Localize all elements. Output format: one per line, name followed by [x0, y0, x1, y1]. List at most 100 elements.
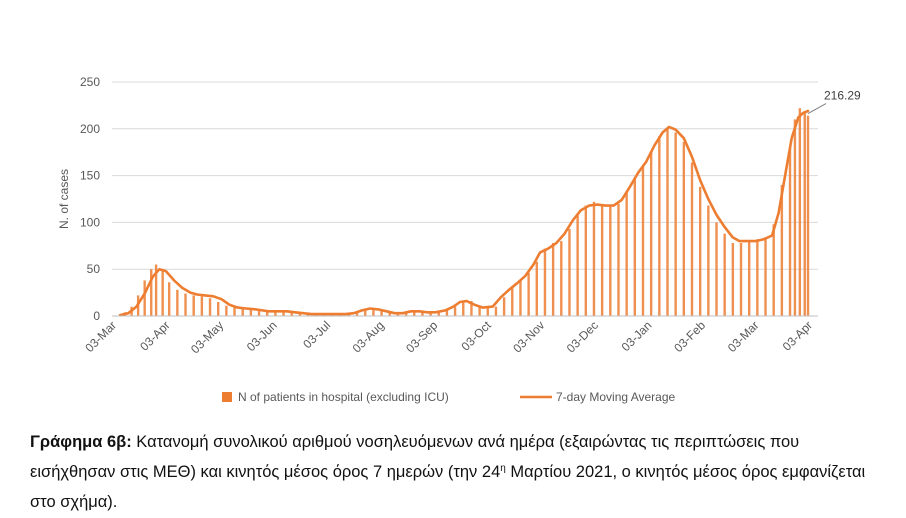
- bar: [143, 280, 146, 316]
- bar: [682, 141, 686, 316]
- bar: [666, 128, 669, 316]
- x-tick-label: 03-Apr: [780, 318, 815, 353]
- bar: [421, 311, 424, 316]
- bar: [641, 166, 645, 316]
- grid-layer: [112, 81, 818, 270]
- bar: [747, 241, 751, 316]
- bar: [233, 307, 236, 316]
- bar: [756, 239, 759, 316]
- bar: [396, 313, 400, 316]
- bar: [543, 248, 547, 316]
- bar: [200, 296, 204, 316]
- bar: [429, 312, 432, 316]
- bar: [257, 310, 261, 316]
- x-tick-label: 03-Jan: [619, 318, 655, 354]
- y-tick-label: 250: [80, 75, 100, 89]
- bar: [298, 313, 302, 316]
- bar: [176, 289, 179, 316]
- bar: [192, 295, 195, 316]
- x-tick-label: 03-Dec: [564, 318, 601, 355]
- legend-line-label: 7-day Moving Average: [556, 390, 676, 404]
- bar: [437, 312, 440, 316]
- x-tick-label: 03-Mar: [82, 318, 119, 355]
- legend-bar-label: N of patients in hospital (excluding ICU…: [238, 390, 449, 404]
- bar: [462, 301, 465, 316]
- bar: [306, 314, 310, 316]
- bar: [274, 311, 277, 316]
- bar: [739, 242, 743, 316]
- bar: [241, 308, 244, 316]
- chart-area: 0 50 100 150 200 250 N. of cases 03-Mar 03-Apr 03…: [57, 75, 861, 404]
- moving-average-line: [118, 109, 810, 317]
- bar: [486, 307, 489, 316]
- bar: [707, 205, 710, 316]
- x-tick-label: 03-Jul: [300, 318, 333, 351]
- annotation-label: 216.29: [824, 89, 861, 103]
- bar: [600, 204, 604, 316]
- bar-layer: [118, 108, 810, 317]
- bar: [282, 311, 285, 316]
- x-tick-label: 03-Oct: [459, 318, 495, 354]
- x-tick-label: 03-Aug: [350, 318, 387, 355]
- legend-bar-swatch: [222, 392, 232, 402]
- bar: [154, 264, 158, 316]
- bar: [216, 301, 220, 316]
- x-tick-label: 03-Mar: [725, 318, 762, 355]
- bar: [150, 269, 153, 316]
- bar: [617, 203, 620, 316]
- y-axis-label: N. of cases: [57, 169, 71, 229]
- bar: [592, 201, 596, 316]
- bar: [470, 301, 473, 316]
- bar: [208, 298, 212, 316]
- bar: [649, 152, 653, 316]
- bar: [798, 108, 802, 316]
- bar: [803, 111, 806, 317]
- caption-text-2: Μαρτίου 2021, ο κινητός μέσος όρος εμφαν…: [30, 463, 866, 511]
- bar: [527, 272, 530, 316]
- bar: [698, 186, 702, 316]
- y-tick-label: 50: [87, 262, 101, 276]
- bar: [764, 237, 767, 316]
- bar: [658, 136, 661, 316]
- bar: [453, 306, 457, 316]
- bar: [625, 192, 628, 316]
- bar: [355, 311, 359, 316]
- y-tick-label: 150: [80, 169, 100, 183]
- bar: [806, 115, 810, 316]
- bar: [266, 311, 269, 316]
- bar: [568, 228, 571, 316]
- bar: [723, 233, 726, 316]
- bar: [788, 147, 792, 316]
- caption-label: Γράφημα 6β:: [30, 433, 132, 451]
- hospital-chart: 0 50 100 150 200 250 N. of cases 03-Mar 03-Apr 03…: [57, 75, 861, 404]
- y-tick-label: 200: [80, 122, 100, 136]
- x-tick-label: 03-Jun: [244, 318, 280, 354]
- bar: [372, 308, 375, 316]
- bar: [690, 162, 694, 316]
- bar: [388, 312, 391, 316]
- x-tick-label: 03-Apr: [137, 318, 172, 353]
- figure-caption: Γράφημα 6β: Κατανομή συνολικού αριθμού ν…: [30, 427, 870, 517]
- bar: [249, 309, 253, 316]
- bar: [576, 214, 579, 316]
- y-tick-label: 100: [80, 215, 100, 229]
- bar: [584, 205, 588, 316]
- bar: [511, 287, 514, 316]
- bar: [478, 305, 481, 316]
- bar: [225, 305, 228, 316]
- bar: [167, 282, 171, 316]
- line-layer: [118, 109, 810, 317]
- bar: [184, 293, 187, 316]
- bar: [519, 280, 522, 316]
- bar: [609, 206, 612, 316]
- x-tick-label: 03-Sep: [403, 318, 440, 355]
- x-tick-label: 03-Feb: [671, 318, 708, 355]
- bar: [633, 177, 637, 316]
- bar: [413, 310, 416, 316]
- bar: [674, 132, 677, 316]
- y-tick-label: 0: [93, 309, 100, 323]
- bar: [731, 242, 735, 316]
- bar: [535, 261, 538, 316]
- bar: [780, 184, 784, 316]
- x-tick-label: 03-May: [188, 318, 226, 356]
